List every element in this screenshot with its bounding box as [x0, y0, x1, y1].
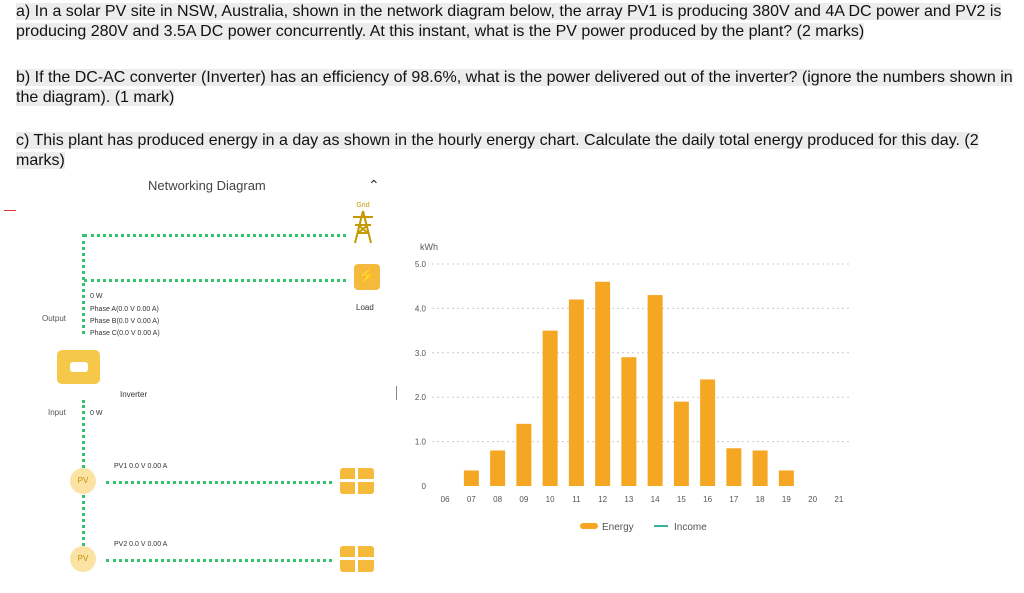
- pv1-line: [106, 481, 332, 484]
- sun-icon: PV: [70, 468, 96, 494]
- input-power: 0 W: [90, 410, 103, 417]
- energy-bar: [726, 448, 742, 486]
- chart-legend: Energy Income: [580, 522, 707, 533]
- x-tick-label: 13: [624, 495, 633, 504]
- energy-bar: [647, 295, 663, 486]
- power-tower-icon: Grid: [348, 202, 378, 256]
- energy-bar: [568, 299, 584, 486]
- x-tick-label: 06: [441, 495, 450, 504]
- network-diagram: Networking Diagram ⌃ Grid ⚡ Load Output …: [14, 172, 394, 593]
- question-c: c) This plant has produced energy in a d…: [16, 132, 979, 169]
- y-tick-label: 4.0: [415, 304, 427, 313]
- x-tick-label: 20: [808, 495, 817, 504]
- legend-energy-label: Energy: [602, 522, 634, 533]
- lightning-icon: ⚡: [354, 264, 380, 290]
- legend-income-swatch: [654, 525, 668, 527]
- load-line: [84, 279, 346, 282]
- inverter-label: Inverter: [120, 390, 148, 399]
- margin-mark: [4, 210, 16, 211]
- x-tick-label: 08: [493, 495, 502, 504]
- x-tick-label: 16: [703, 495, 712, 504]
- x-tick-label: 14: [651, 495, 660, 504]
- pv2-reading: PV2 0.0 V 0.00 A: [114, 541, 168, 548]
- chevron-up-icon[interactable]: ⌃: [368, 177, 380, 193]
- load-label: Load: [356, 303, 374, 312]
- question-a: a) In a solar PV site in NSW, Australia,…: [16, 3, 1002, 40]
- x-tick-label: 17: [729, 495, 738, 504]
- energy-bar: [700, 379, 716, 486]
- chart-svg: kWh 0 1.0 2.0 3.0 4.0 5.0 06 07 08 09 10 11 12 13 14 1…: [415, 242, 852, 533]
- energy-bar: [673, 401, 689, 486]
- energy-bar: [621, 357, 637, 486]
- x-tick-label: 18: [756, 495, 765, 504]
- x-tick-label: 19: [782, 495, 791, 504]
- margin-mark: [396, 386, 397, 400]
- phase-a: Phase A(0.0 V 0.00 A): [90, 306, 159, 313]
- y-tick-label: 5.0: [415, 260, 427, 269]
- energy-bar: [595, 281, 611, 486]
- hourly-energy-chart: kWh 0 1.0 2.0 3.0 4.0 5.0 06 07 08 09 10 11 12 13 14 1…: [406, 238, 860, 543]
- pv2-line: [106, 559, 332, 562]
- phase-b: Phase B(0.0 V 0.00 A): [90, 318, 160, 325]
- energy-bar: [463, 470, 479, 486]
- input-label: Input: [48, 408, 66, 417]
- pv1-reading: PV1 0.0 V 0.00 A: [114, 463, 168, 470]
- output-line: [82, 234, 85, 334]
- inverter-icon: [57, 350, 100, 384]
- y-tick-label: 0: [422, 482, 427, 491]
- legend-energy-swatch: [580, 523, 598, 529]
- question-b: b) If the DC-AC converter (Inverter) has…: [16, 69, 1013, 106]
- x-tick-label: 12: [598, 495, 607, 504]
- energy-bar: [542, 330, 558, 486]
- energy-bar: [778, 470, 794, 486]
- output-label: Output: [42, 314, 67, 323]
- grid-line: [84, 234, 346, 237]
- x-tick-label: 09: [519, 495, 528, 504]
- y-tick-label: 2.0: [415, 393, 427, 402]
- energy-bar: [516, 423, 532, 486]
- output-power: 0 W: [90, 293, 103, 300]
- solar-panel-icon: [340, 546, 374, 572]
- y-tick-label: 3.0: [415, 349, 427, 358]
- legend-income-label: Income: [674, 522, 707, 533]
- x-tick-label: 07: [467, 495, 476, 504]
- grid-label: Grid: [356, 202, 370, 209]
- x-tick-label: 11: [572, 495, 581, 504]
- x-tick-label: 21: [834, 495, 843, 504]
- network-diagram-title: Networking Diagram: [148, 178, 266, 193]
- y-tick-label: 1.0: [415, 438, 427, 447]
- x-tick-label: 10: [546, 495, 555, 504]
- solar-panel-icon: [340, 468, 374, 494]
- y-unit-label: kWh: [420, 242, 438, 252]
- phase-c: Phase C(0.0 V 0.00 A): [90, 330, 160, 337]
- energy-bar: [752, 450, 768, 486]
- energy-bar: [490, 450, 506, 486]
- x-tick-label: 15: [677, 495, 686, 504]
- sun-icon: PV: [70, 546, 96, 572]
